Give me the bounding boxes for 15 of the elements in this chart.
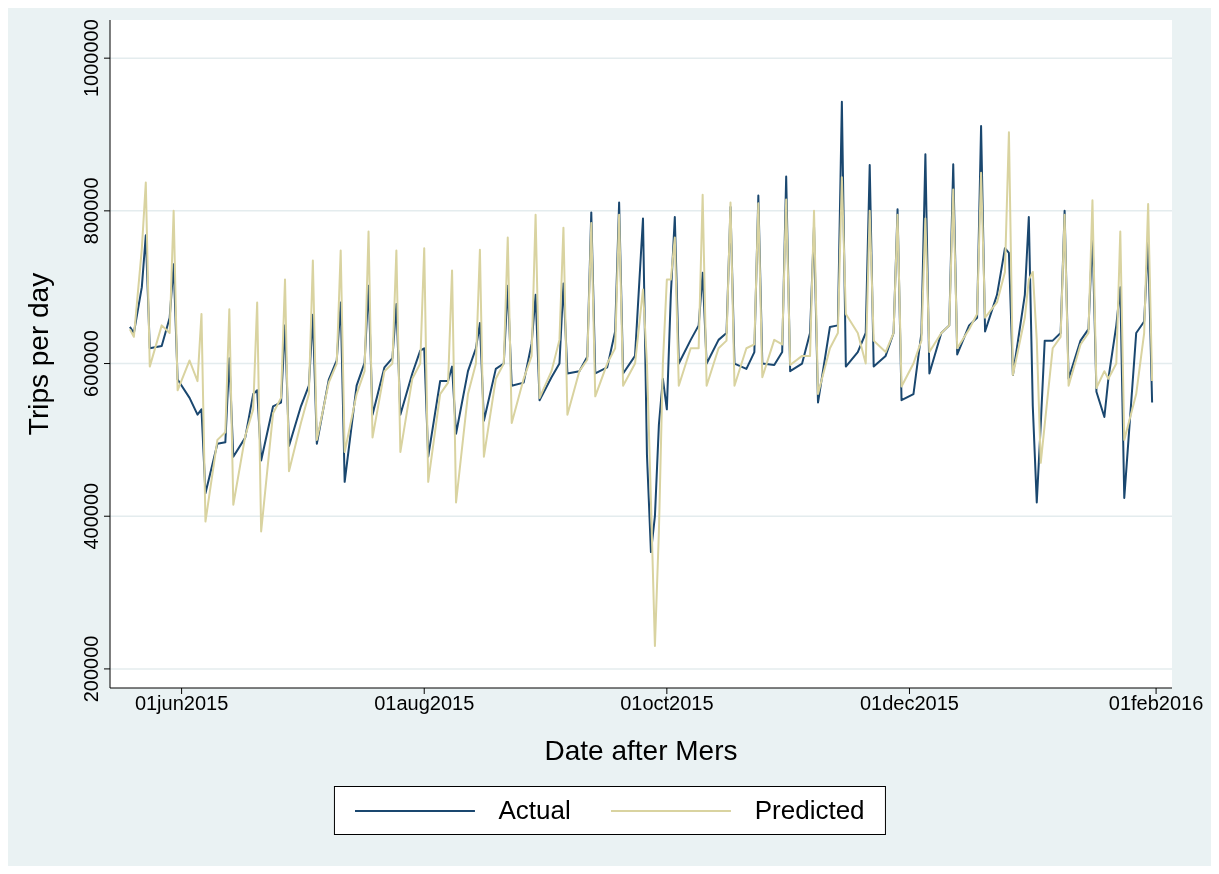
x-tick-label: 01feb2016 (1108, 692, 1204, 715)
y-axis-title: Trips per day (22, 272, 54, 436)
legend-label: Predicted (754, 795, 865, 826)
y-tick-label: 200000 (80, 635, 102, 703)
y-tick-label: 600000 (80, 330, 102, 397)
legend-label: Actual (498, 795, 571, 826)
y-tick-label: 1000000 (80, 19, 102, 98)
line-series (128, 131, 1154, 648)
x-tick-label: 01dec2015 (859, 692, 959, 715)
x-tick-label: 01aug2015 (374, 692, 475, 715)
x-tick-label: 01jun2015 (134, 692, 229, 715)
x-axis-title: Date after Mers (544, 735, 738, 766)
x-tick-label: 01oct2015 (620, 692, 714, 715)
y-tick-label: 400000 (80, 482, 102, 550)
y-tick-label: 800000 (80, 177, 102, 245)
